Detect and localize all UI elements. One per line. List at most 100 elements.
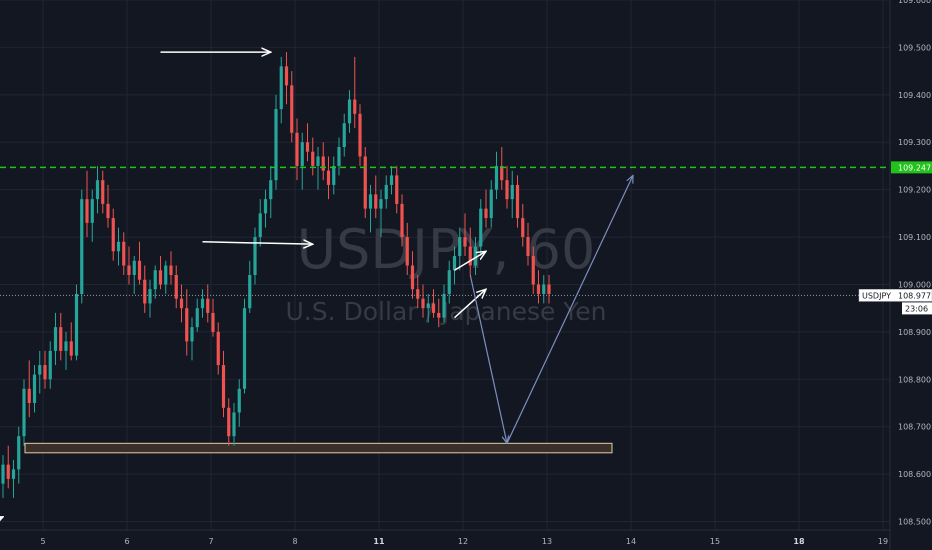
- candle-body: [122, 241, 126, 266]
- candle-body: [405, 237, 409, 266]
- horizontal-lines: [0, 166, 890, 296]
- candle-body: [174, 275, 178, 299]
- price-tick-label: 109.400: [898, 91, 931, 100]
- time-tick-label: 15: [710, 537, 720, 546]
- watermark: USDJPY, 60 U.S. Dollar / Japanese Yen: [286, 218, 607, 326]
- candle-body: [237, 388, 241, 413]
- candle-body: [442, 293, 446, 318]
- watermark-description: U.S. Dollar / Japanese Yen: [286, 297, 607, 326]
- candle-body: [353, 99, 357, 114]
- candle-body: [32, 374, 37, 404]
- time-tick-label: 11: [373, 537, 385, 546]
- candle-body: [300, 142, 304, 166]
- candle-body: [547, 284, 551, 294]
- candle-body: [290, 85, 294, 133]
- candle-body: [337, 146, 341, 166]
- watermark-symbol: USDJPY, 60: [297, 218, 596, 281]
- candle-body: [384, 184, 388, 200]
- candle-body: [421, 298, 425, 309]
- candle-body: [216, 331, 220, 366]
- candle-body: [500, 165, 504, 181]
- price-tick-label: 108.500: [898, 518, 931, 527]
- time-tick-label: 12: [458, 537, 468, 546]
- candle-body: [242, 308, 247, 389]
- candle-body: [221, 365, 226, 408]
- candle-body: [505, 180, 509, 200]
- candle-body: [305, 142, 310, 152]
- candle-body: [316, 156, 320, 166]
- trend-arrow: [454, 251, 487, 271]
- candle-body: [59, 327, 63, 351]
- trend-arrow: [453, 289, 487, 319]
- candle-body: [515, 184, 520, 219]
- candle-body: [164, 265, 168, 285]
- candle-body: [211, 312, 215, 332]
- candle-body: [452, 256, 457, 271]
- price-tick-label: 109.300: [898, 138, 931, 147]
- candle-body: [116, 241, 121, 252]
- price-tick-label: 109.000: [898, 280, 931, 289]
- countdown-tag: [902, 302, 932, 315]
- candle-body: [521, 218, 525, 238]
- candle-body: [158, 270, 163, 285]
- candle-body: [253, 237, 257, 275]
- candle-body: [111, 218, 115, 252]
- candle-body: [11, 469, 16, 479]
- time-axis[interactable]: 5 6 7 8 11 12 13 14 15 18 19: [0, 529, 890, 546]
- countdown-label: 23:06: [905, 304, 928, 313]
- time-tick-label: 19: [878, 537, 888, 546]
- time-tick-label: 13: [542, 537, 552, 546]
- candle-body: [431, 303, 436, 313]
- candle-body: [358, 113, 362, 157]
- candle-body: [484, 208, 488, 219]
- time-tick-label: 14: [626, 537, 636, 546]
- candle-body: [326, 170, 331, 185]
- support-zone-rect: [24, 442, 613, 454]
- time-tick-label: 8: [292, 537, 297, 546]
- candle-body: [416, 289, 420, 299]
- candle-body: [263, 199, 268, 214]
- support-zone: [24, 442, 613, 454]
- candle-body: [468, 246, 472, 266]
- candle-body: [190, 327, 194, 342]
- candle-body: [395, 175, 399, 204]
- resistance-level-label: 109.247: [898, 163, 931, 172]
- candle-body: [473, 246, 478, 266]
- candle-body: [227, 407, 231, 437]
- candle-body: [106, 203, 110, 219]
- candle-body: [132, 260, 136, 275]
- price-tick-label: 109.500: [898, 43, 931, 52]
- current-price-label: 108.977: [898, 291, 931, 300]
- candle-body: [284, 66, 289, 86]
- current-price-symbol: USDJPY: [862, 291, 891, 300]
- price-tick-label: 108.600: [898, 470, 931, 479]
- candle-body: [169, 265, 173, 275]
- candle-body: [342, 123, 346, 147]
- candle-body: [153, 270, 157, 290]
- candle-body: [258, 213, 262, 238]
- candle-body: [17, 436, 21, 470]
- candle-body: [101, 180, 105, 204]
- candle-body: [80, 199, 84, 294]
- candle-body: [143, 279, 147, 304]
- candle-body: [53, 327, 58, 351]
- price-tick-label: 109.600: [898, 0, 931, 5]
- trend-arrow: [0, 517, 3, 522]
- candle-body: [269, 180, 273, 200]
- candle-body: [22, 388, 26, 437]
- candle-body: [69, 341, 73, 356]
- price-axis[interactable]: 109.600 109.500 109.400 109.300 109.200 109.1…: [858, 0, 932, 550]
- candle-body: [368, 194, 373, 209]
- candle-body: [531, 256, 535, 285]
- candle-body: [85, 199, 89, 223]
- candle-body: [379, 199, 383, 209]
- candle-body: [179, 298, 184, 309]
- price-tick-label: 108.800: [898, 375, 931, 384]
- candle-body: [27, 388, 31, 404]
- candle-body: [274, 109, 278, 181]
- candle-body: [332, 165, 336, 185]
- candle-body: [148, 289, 152, 304]
- time-tick-label: 7: [208, 537, 213, 546]
- candle-body: [64, 341, 68, 351]
